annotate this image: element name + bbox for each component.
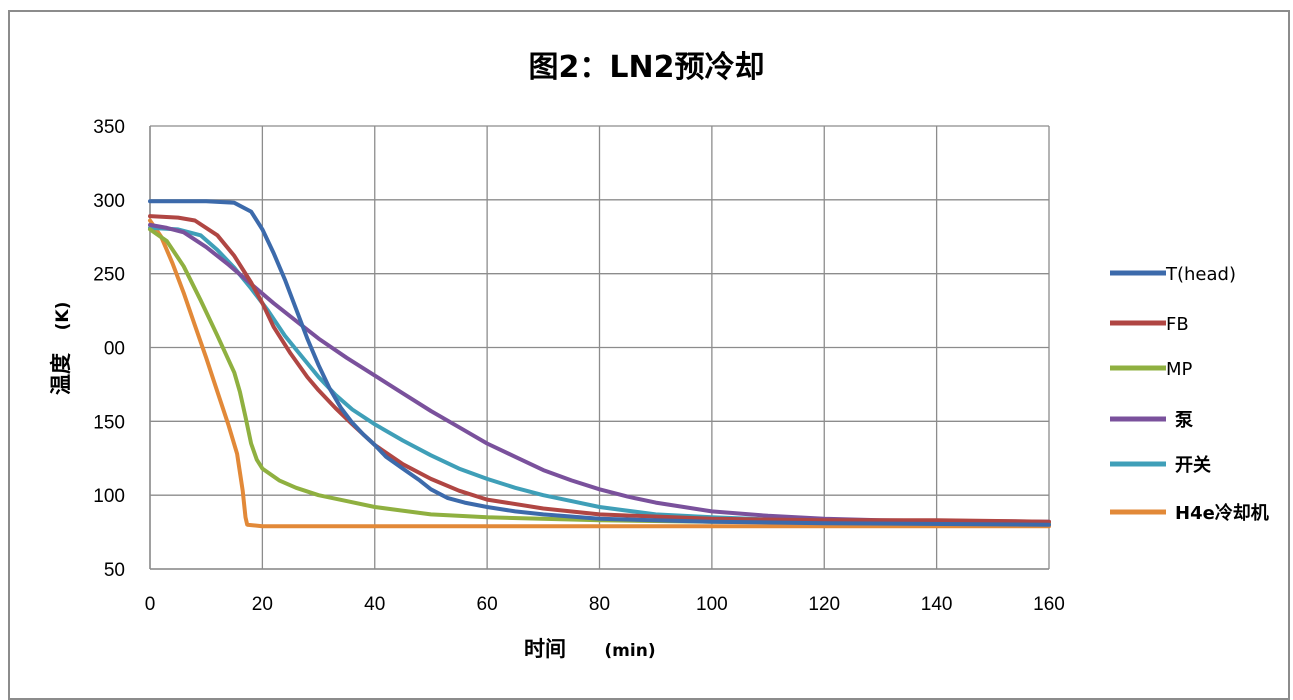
legend-label: MP	[1166, 359, 1193, 380]
x-tick-label: 140	[921, 594, 953, 615]
x-axis-label: 时间	[524, 637, 566, 661]
x-tick-label: 100	[696, 594, 728, 615]
x-axis-unit: (min)	[604, 641, 655, 661]
series-lines	[148, 199, 1051, 529]
y-axis-label: 温度	[49, 353, 73, 395]
y-tick-label: 150	[93, 412, 125, 433]
legend-label: FB	[1166, 314, 1189, 335]
axes: 0 20 40 60 80 100 120 140 160 50 100 150 00 250 300 350	[93, 117, 1065, 615]
legend-label: T(head)	[1165, 264, 1236, 285]
legend-label: 泵	[1175, 410, 1193, 431]
legend-label: 开关	[1175, 454, 1211, 476]
y-tick-label: 350	[93, 117, 125, 138]
x-tick-label: 160	[1033, 594, 1065, 615]
x-tick-label: 60	[477, 594, 498, 615]
y-tick-label: 00	[104, 339, 125, 360]
line-chart: 0 20 40 60 80 100 120 140 160 50 100 150 00 250 300 350…	[49, 117, 1269, 661]
y-axis-label-group: 温度 (K)	[49, 302, 73, 395]
legend: T(head) FB MP 泵开关 H4e冷却机	[1110, 264, 1269, 524]
x-tick-label: 40	[364, 594, 385, 615]
y-tick-label: 50	[104, 560, 125, 581]
y-tick-label: 100	[93, 486, 125, 507]
series-line-FB	[148, 214, 1051, 524]
series-line-MP	[148, 227, 1051, 526]
y-axis-unit: (K)	[53, 302, 73, 331]
chart-title: 图2：LN2预冷却	[528, 50, 765, 85]
y-tick-label: 300	[93, 191, 125, 212]
y-tick-label: 250	[93, 265, 125, 286]
legend-label: H4e冷却机	[1175, 502, 1269, 524]
x-tick-label: 80	[589, 594, 610, 615]
x-tick-label: 20	[252, 594, 273, 615]
series-line-H4e冷却机	[148, 218, 1051, 529]
x-tick-label: 120	[808, 594, 840, 615]
x-tick-label: 0	[145, 594, 156, 615]
series-line-泵	[148, 222, 1051, 524]
series-line-T(head)	[148, 199, 1051, 527]
